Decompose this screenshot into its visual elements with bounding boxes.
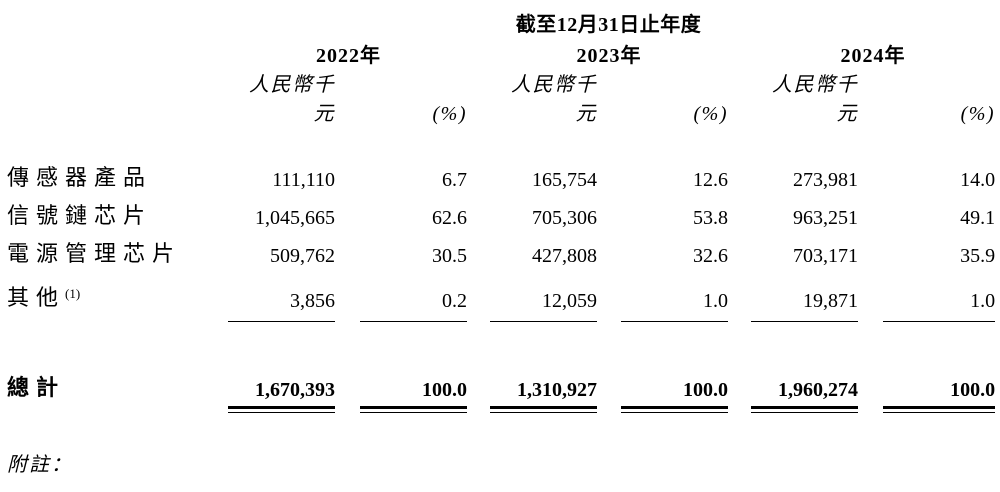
percent-header-2022: (%): [335, 68, 467, 126]
percent-header-label: (%): [960, 103, 996, 125]
percent-header-label: (%): [432, 103, 467, 125]
percent-cell: 0.2: [335, 268, 467, 322]
table-row-column-headers: 人民幣千元 (%) 人民幣千元 (%) 人民幣千元 (%): [7, 68, 995, 126]
amount-header-label: 人民幣千元: [249, 74, 335, 125]
amount-header-2024: 人民幣千元: [728, 68, 858, 126]
row-label: 電源管理芯片: [7, 241, 182, 266]
total-percent-cell: 100.0: [597, 322, 728, 413]
total-amount-cell: 1,310,927: [467, 322, 597, 413]
footnote-superscript: (1): [65, 286, 81, 301]
total-value: 1,960,274: [778, 378, 858, 401]
footnotes-section: 附註： (1)我們的定製服務及配套元件銷售收入。: [7, 453, 1000, 492]
percent-cell: 1.0: [597, 268, 728, 322]
year-header-2023: 2023年: [576, 45, 642, 67]
empty-cell: [7, 38, 222, 68]
percent-cell: 49.1: [960, 207, 996, 229]
empty-cell: [7, 68, 222, 126]
total-value: 100.0: [683, 378, 728, 401]
percent-cell: 1.0: [858, 268, 996, 322]
table-row-year-headers: 2022年 2023年 2024年: [7, 38, 995, 68]
empty-cell: [7, 6, 222, 38]
percent-cell: 35.9: [960, 245, 996, 267]
year-header-2024: 2024年: [840, 45, 906, 67]
double-underline: [883, 405, 996, 413]
amount-cell: 165,754: [532, 169, 597, 191]
revenue-breakdown-table: 截至12月31日止年度 2022年 2023年 2024年 人民幣千元 (%) …: [7, 6, 996, 413]
amount-cell: 427,808: [532, 245, 597, 267]
double-underline: [360, 405, 467, 413]
amount-header-label: 人民幣千元: [511, 74, 597, 125]
percent-cell: 32.6: [693, 245, 728, 267]
table-row-others: 其他(1) 3,856 0.2 12,059 1.0 19,871 1.0: [7, 268, 996, 322]
total-value: 1,670,393: [255, 378, 335, 401]
amount-cell: 963,251: [793, 207, 858, 229]
total-value: 100.0: [422, 378, 467, 401]
double-underline: [621, 405, 728, 413]
percent-header-label: (%): [693, 103, 728, 125]
percent-cell: 14.0: [960, 169, 996, 191]
percent-cell: 53.8: [693, 207, 728, 229]
total-amount-cell: 1,960,274: [728, 322, 858, 413]
footnotes-heading: 附註：: [7, 453, 73, 476]
double-underline: [228, 405, 335, 413]
amount-header-label: 人民幣千元: [772, 74, 858, 125]
amount-cell: 705,306: [532, 207, 597, 229]
row-label-text: 其他: [7, 285, 66, 310]
percent-cell: 62.6: [432, 207, 467, 229]
amount-header-2023: 人民幣千元: [467, 68, 597, 126]
table-row-total: 總計 1,670,393 100.0 1,310,927 100.0 1,960…: [7, 322, 996, 413]
double-underline: [490, 405, 597, 413]
percent-header-2024: (%): [858, 68, 995, 126]
total-value: 100.0: [950, 378, 996, 401]
table-row-signal-chain-chips: 信號鏈芯片 1,045,665 62.6 705,306 53.8 963,25…: [7, 192, 995, 230]
amount-cell: 703,171: [793, 245, 858, 267]
total-value: 1,310,927: [517, 378, 597, 401]
percent-header-2023: (%): [597, 68, 728, 126]
row-label: 其他(1): [7, 268, 222, 322]
period-header: 截至12月31日止年度: [515, 14, 702, 36]
double-underline: [751, 405, 858, 413]
amount-cell: 111,110: [272, 169, 335, 191]
amount-header-2022: 人民幣千元: [222, 68, 335, 126]
row-label: 傳感器產品: [7, 165, 153, 190]
total-amount-cell: 1,670,393: [222, 322, 335, 413]
table-row-period-header: 截至12月31日止年度: [7, 6, 995, 38]
year-header-2022: 2022年: [316, 45, 381, 67]
total-percent-cell: 100.0: [858, 322, 996, 413]
spacer-row: [7, 126, 995, 154]
amount-cell: 12,059: [467, 268, 597, 322]
percent-cell: 30.5: [432, 245, 467, 267]
amount-cell: 1,045,665: [255, 207, 335, 229]
empty-cell: [7, 126, 995, 154]
amount-cell: 273,981: [793, 169, 858, 191]
row-label: 信號鏈芯片: [7, 203, 153, 228]
amount-cell: 3,856: [222, 268, 335, 322]
percent-cell: 12.6: [693, 169, 728, 191]
total-label: 總計: [7, 374, 66, 400]
table-row-sensor-products: 傳感器產品 111,110 6.7 165,754 12.6 273,981 1…: [7, 154, 995, 192]
table-row-power-management-chips: 電源管理芯片 509,762 30.5 427,808 32.6 703,171…: [7, 230, 995, 268]
total-percent-cell: 100.0: [335, 322, 467, 413]
percent-cell: 6.7: [442, 169, 467, 191]
amount-cell: 509,762: [270, 245, 335, 267]
amount-cell: 19,871: [728, 268, 858, 322]
